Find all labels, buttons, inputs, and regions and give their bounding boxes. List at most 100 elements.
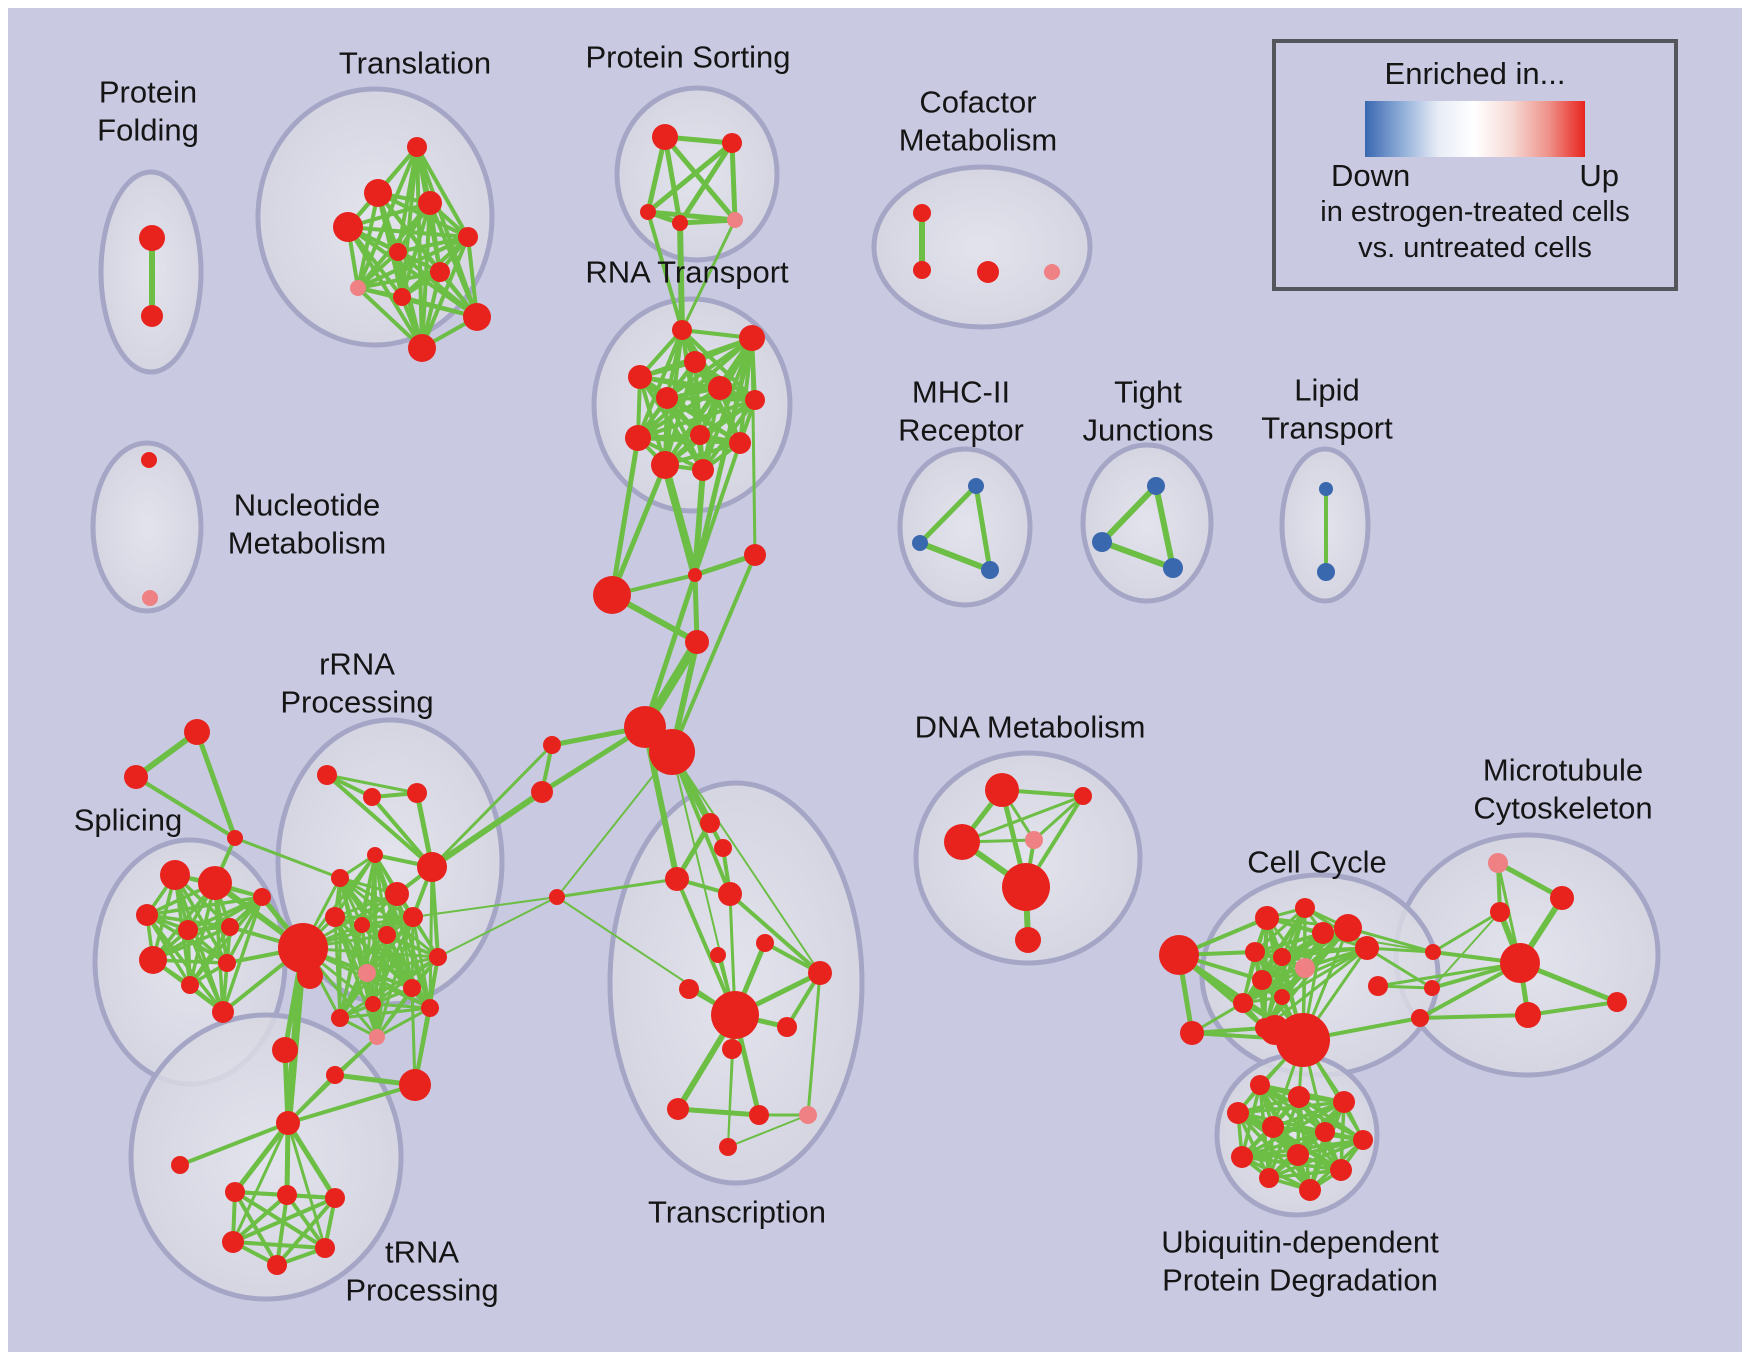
edge-t4-t11 — [346, 225, 424, 350]
node-n5 — [325, 1188, 345, 1208]
node-t6 — [389, 243, 407, 261]
node-x15 — [799, 1106, 817, 1124]
edge-x5-g10 — [437, 896, 558, 958]
node-u11 — [1259, 1168, 1279, 1188]
edge-cc6-ja — [1346, 926, 1435, 954]
edge-j3-r2 — [750, 336, 757, 557]
node-g12 — [365, 996, 381, 1012]
node-t1 — [407, 137, 427, 157]
edge-r8-r10 — [636, 436, 742, 445]
edge-n4-n7 — [285, 1193, 327, 1250]
edge-r11-j1 — [609, 462, 668, 598]
edge-m1-m2 — [1495, 860, 1565, 901]
node-u2 — [1288, 1086, 1310, 1108]
edge-t7-t8 — [356, 270, 442, 290]
edge-g5-g13 — [411, 915, 432, 1010]
edge-r8-j1 — [609, 435, 641, 598]
edge-u3-u11 — [1267, 1100, 1346, 1180]
cluster-label-dna-metabolism: DNA Metabolism — [915, 710, 1146, 745]
node-g17 — [417, 852, 447, 882]
node-p9 — [218, 954, 236, 972]
edge-cc7-cc9 — [1280, 946, 1369, 959]
cluster-label-ubiquitin-degradation: Ubiquitin-dependent — [1161, 1225, 1439, 1260]
edge-x13-x14 — [675, 1106, 762, 1118]
node-n6 — [222, 1231, 244, 1253]
cluster-label-cell-cycle: Cell Cycle — [1247, 845, 1387, 880]
node-x5 — [549, 889, 565, 905]
node-r5 — [656, 387, 678, 409]
node-g16 — [272, 1037, 298, 1063]
cluster-label-trna-processing: Processing — [345, 1273, 498, 1308]
cluster-label-cofactor-metabolism: Cofactor — [919, 85, 1036, 120]
edge-s2-s4 — [677, 140, 735, 226]
edge-mh1-mh2 — [917, 483, 979, 546]
node-u1 — [1250, 1075, 1270, 1095]
edge-q2-q3 — [134, 775, 237, 840]
node-t5 — [458, 227, 478, 247]
node-nm2 — [142, 590, 158, 606]
node-r1 — [672, 320, 692, 340]
node-x11 — [777, 1017, 797, 1037]
edge-r1-r8 — [636, 328, 684, 440]
edge-s4-s5 — [677, 217, 738, 226]
cluster-label-transcription: Transcription — [648, 1195, 826, 1230]
edge-n1-n7 — [286, 1121, 327, 1250]
node-g13 — [421, 999, 439, 1017]
edge-t3-t10 — [428, 201, 479, 319]
node-cc4 — [1295, 898, 1315, 918]
cluster-label-lipid-transport: Lipid — [1294, 373, 1360, 408]
node-pf2 — [141, 305, 163, 327]
edge-x5-x3 — [555, 877, 679, 899]
node-u10 — [1330, 1159, 1352, 1181]
node-t2 — [364, 179, 392, 207]
node-jb — [1424, 980, 1440, 996]
node-c3 — [977, 261, 999, 283]
edge-u7-u11 — [1267, 1138, 1365, 1180]
cluster-label-mhc-ii-receptor: MHC-II — [912, 375, 1010, 410]
node-t11 — [408, 334, 436, 362]
node-j5 — [543, 736, 561, 754]
node-g18 — [399, 1069, 431, 1101]
edge-x4-x8 — [728, 892, 822, 975]
node-t8 — [350, 280, 366, 296]
edge-g12-g13 — [371, 1002, 432, 1010]
edge-x15-x8 — [806, 971, 822, 1117]
edge-u10-u11 — [1267, 1168, 1343, 1180]
edge-g5-g15 — [375, 915, 415, 1039]
node-j1 — [593, 576, 631, 614]
node-s2 — [722, 133, 742, 153]
edge-g0a-g17 — [325, 773, 434, 869]
edge-g0b-g17 — [370, 795, 434, 869]
node-d4 — [1025, 831, 1043, 849]
node-x14 — [749, 1105, 769, 1125]
node-x1 — [700, 813, 720, 833]
node-lp1 — [1319, 482, 1333, 496]
node-s4 — [672, 215, 688, 231]
legend-caption-line2: vs. untreated cells — [1358, 232, 1592, 264]
edge-s2-s5 — [729, 140, 738, 223]
node-q1 — [184, 719, 210, 745]
edge-cc6-cc14 — [1263, 926, 1350, 1030]
node-d6 — [1015, 927, 1041, 953]
edge-g5-g14 — [338, 915, 415, 1020]
node-cc2 — [1180, 1021, 1204, 1045]
edge-g18-g11 — [410, 986, 417, 1087]
node-c1 — [913, 204, 931, 222]
edge-g13-g14 — [338, 1006, 432, 1020]
cluster-label-trna-processing: tRNA — [385, 1235, 459, 1270]
cluster-label-ubiquitin-degradation: Protein Degradation — [1162, 1263, 1438, 1298]
edge-g4-g14 — [338, 892, 399, 1020]
node-c2 — [913, 261, 931, 279]
edge-q3-g3 — [233, 836, 342, 880]
edge-m5-m6 — [1526, 1000, 1619, 1017]
node-g3 — [331, 869, 349, 887]
edge-t8-t11 — [356, 286, 424, 350]
node-g10 — [429, 948, 447, 966]
cluster-mhc-ii-receptor — [897, 446, 1033, 608]
cluster-label-microtubule-cytoskeleton: Microtubule — [1483, 753, 1643, 788]
node-d1 — [985, 773, 1019, 807]
edge-s2-s3 — [645, 140, 735, 215]
node-g11 — [403, 979, 421, 997]
edge-g0a-g0c — [325, 773, 419, 795]
